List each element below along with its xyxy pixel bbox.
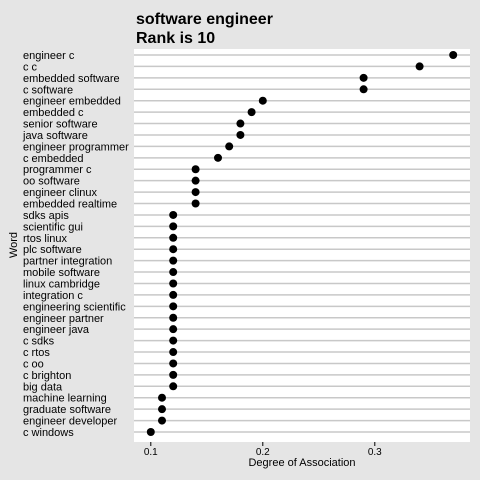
y-tick-label: java software bbox=[22, 130, 88, 142]
data-point bbox=[169, 222, 178, 231]
y-tick-label: big data bbox=[23, 381, 63, 393]
data-point bbox=[169, 348, 178, 357]
data-point bbox=[169, 359, 178, 368]
data-point bbox=[191, 176, 200, 185]
y-tick-label: programmer c bbox=[23, 164, 92, 176]
x-tick-label: 0.1 bbox=[144, 447, 158, 458]
y-tick-label: scientific gui bbox=[23, 221, 83, 233]
y-tick-label: c sdks bbox=[23, 336, 55, 348]
y-tick-label: machine learning bbox=[23, 393, 107, 405]
y-tick-label: engineer java bbox=[23, 324, 90, 336]
data-point bbox=[158, 405, 166, 414]
y-tick-label: partner integration bbox=[23, 256, 112, 268]
data-point bbox=[169, 313, 178, 322]
y-tick-label: engineering scientific bbox=[23, 301, 126, 313]
data-point bbox=[169, 370, 178, 379]
y-tick-label: sdks apis bbox=[23, 210, 69, 222]
y-tick-label: graduate software bbox=[23, 404, 111, 416]
y-tick-label: c rtos bbox=[23, 347, 50, 359]
gridlines bbox=[134, 54, 470, 433]
data-point bbox=[415, 62, 424, 71]
y-tick-label: integration c bbox=[23, 290, 83, 302]
data-point bbox=[236, 130, 245, 139]
y-tick-label: linux cambridge bbox=[23, 278, 100, 290]
y-tick-label: engineer developer bbox=[23, 416, 118, 428]
y-tick-label: c embedded bbox=[23, 153, 84, 165]
data-point bbox=[359, 85, 368, 94]
data-point bbox=[169, 256, 178, 265]
data-point bbox=[214, 153, 222, 162]
data-point bbox=[449, 51, 458, 59]
x-tick-label: 0.2 bbox=[256, 447, 270, 458]
data-point bbox=[169, 279, 178, 288]
chart-title: software engineer bbox=[136, 11, 273, 28]
data-point bbox=[169, 336, 178, 345]
data-point bbox=[146, 428, 155, 436]
x-axis: 0.1 0.2 0.3 bbox=[144, 442, 382, 458]
data-point bbox=[158, 393, 166, 402]
data-point bbox=[236, 119, 245, 128]
data-point bbox=[169, 245, 178, 254]
y-tick-label: c software bbox=[23, 84, 73, 96]
y-tick-label: c oo bbox=[23, 358, 44, 370]
y-tick-label: embedded software bbox=[23, 73, 120, 85]
y-tick-label: engineer programmer bbox=[23, 141, 129, 153]
x-tick-label: 0.3 bbox=[368, 447, 382, 458]
data-point bbox=[169, 325, 178, 334]
data-point bbox=[191, 165, 200, 174]
y-tick-label: engineer clinux bbox=[23, 187, 97, 199]
data-point bbox=[169, 290, 178, 299]
y-tick-label: c c bbox=[23, 61, 38, 73]
data-point bbox=[359, 73, 368, 82]
y-tick-label: c windows bbox=[23, 427, 74, 439]
data-points bbox=[146, 51, 458, 436]
y-axis-label: Word bbox=[8, 232, 20, 258]
data-point bbox=[169, 268, 178, 277]
data-point bbox=[169, 302, 178, 311]
data-point bbox=[169, 233, 178, 242]
data-point bbox=[158, 416, 166, 425]
data-point bbox=[247, 108, 256, 117]
data-point bbox=[191, 199, 200, 208]
data-point bbox=[225, 142, 234, 151]
y-tick-label: embedded realtime bbox=[23, 199, 117, 211]
plot-panel bbox=[134, 49, 470, 442]
chart-subtitle: Rank is 10 bbox=[136, 30, 215, 47]
y-tick-label: oo software bbox=[23, 176, 80, 188]
data-point bbox=[258, 96, 267, 105]
y-tick-label: c brighton bbox=[23, 370, 71, 382]
y-tick-label: engineer c bbox=[23, 50, 75, 62]
y-tick-label: plc software bbox=[23, 244, 82, 256]
y-tick-label: mobile software bbox=[23, 267, 100, 279]
data-point bbox=[169, 210, 178, 219]
y-tick-label: engineer partner bbox=[23, 313, 104, 325]
data-point bbox=[191, 188, 200, 197]
y-tick-label: embedded c bbox=[23, 107, 84, 119]
data-point bbox=[169, 382, 178, 391]
y-tick-label: engineer embedded bbox=[23, 96, 121, 108]
x-axis-label: Degree of Association bbox=[248, 457, 355, 469]
y-tick-label: senior software bbox=[23, 119, 98, 131]
y-tick-label: rtos linux bbox=[23, 233, 68, 245]
